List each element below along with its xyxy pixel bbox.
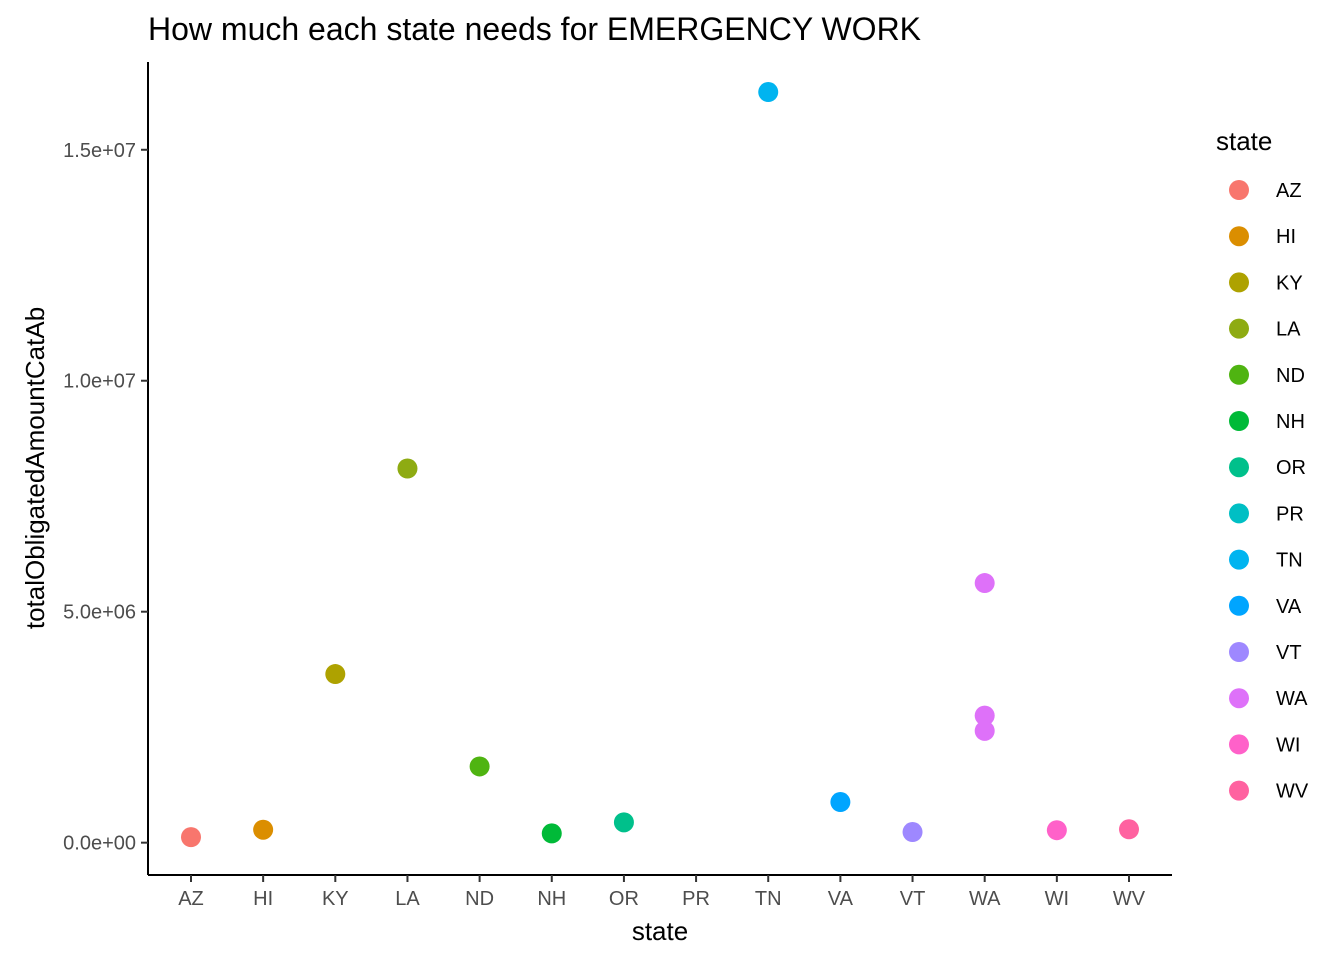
data-point-wv xyxy=(1119,819,1139,840)
legend-label: OR xyxy=(1276,457,1306,479)
legend-key-az xyxy=(1229,180,1249,200)
legend-label: TN xyxy=(1276,550,1303,572)
y-tick-label: 0.0e+00 xyxy=(63,833,136,855)
data-point-nh xyxy=(541,823,562,844)
data-point-wi xyxy=(1046,820,1067,841)
legend-label: AZ xyxy=(1276,180,1302,202)
legend-key-nd xyxy=(1229,364,1249,385)
data-point-wa xyxy=(974,720,995,741)
data-point-wa xyxy=(974,705,995,726)
x-tick-label: OR xyxy=(609,888,639,910)
data-point-vt xyxy=(902,822,923,843)
x-tick-label: VA xyxy=(828,888,854,910)
data-point-va xyxy=(830,792,851,813)
legend-label: WI xyxy=(1276,734,1300,756)
legend-key-wa xyxy=(1229,688,1249,709)
legend-label: PR xyxy=(1276,503,1304,525)
data-point-wa xyxy=(974,573,995,594)
data-point-hi xyxy=(253,819,274,840)
x-tick-label: PR xyxy=(682,888,710,910)
data-point-nd xyxy=(469,756,490,777)
legend-key-va xyxy=(1229,595,1249,616)
x-tick-label: VT xyxy=(900,888,926,910)
legend-label: WA xyxy=(1276,688,1308,710)
legend-key-la xyxy=(1229,318,1249,339)
legend-label: ND xyxy=(1276,365,1305,387)
legend-label: HI xyxy=(1276,226,1296,248)
legend-key-vt xyxy=(1229,642,1249,662)
legend-label: LA xyxy=(1276,319,1301,341)
x-axis-title: state xyxy=(632,916,688,946)
legend-key-tn xyxy=(1229,549,1249,570)
y-tick-label: 5.0e+06 xyxy=(63,602,136,624)
y-tick-label: 1.0e+07 xyxy=(63,371,136,393)
x-tick-label: KY xyxy=(322,888,349,910)
legend-key-ky xyxy=(1229,272,1249,293)
legend-key-hi xyxy=(1229,226,1249,247)
data-point-la xyxy=(397,458,418,479)
x-tick-label: AZ xyxy=(178,888,204,910)
x-tick-label: ND xyxy=(465,888,494,910)
x-tick-label: WI xyxy=(1045,888,1069,910)
legend-label: WV xyxy=(1276,781,1309,803)
legend-key-wi xyxy=(1229,734,1249,755)
plot-area: 0.0e+00 5.0e+06 1.0e+07 1.5e+07 AZ HI KY LA ND NH… xyxy=(63,62,1172,910)
legend: state AZ HI KY LA ND NH OR PR TN VA VT WA WI WV xyxy=(1216,126,1309,803)
y-tick-label: 1.5e+07 xyxy=(63,140,136,162)
legend-key-or xyxy=(1229,457,1249,478)
legend-label: VT xyxy=(1276,642,1302,664)
x-tick-label: TN xyxy=(755,888,782,910)
data-point-az xyxy=(181,827,201,848)
x-tick-label: WV xyxy=(1113,888,1146,910)
legend-key-pr xyxy=(1229,503,1249,524)
legend-label: VA xyxy=(1276,596,1302,618)
x-tick-label: HI xyxy=(253,888,273,910)
legend-key-wv xyxy=(1229,780,1249,801)
legend-label: NH xyxy=(1276,411,1305,433)
data-point-or xyxy=(613,812,634,833)
x-tick-label: NH xyxy=(537,888,566,910)
y-axis-title: totalObligatedAmountCatAb xyxy=(20,307,50,629)
legend-title: state xyxy=(1216,126,1272,156)
data-point-tn xyxy=(758,82,779,103)
legend-key-nh xyxy=(1229,411,1249,431)
x-tick-label: LA xyxy=(395,888,420,910)
data-point-ky xyxy=(325,664,346,685)
legend-label: KY xyxy=(1276,272,1303,294)
x-tick-label: WA xyxy=(969,888,1001,910)
chart-title: How much each state needs for EMERGENCY … xyxy=(148,11,921,47)
